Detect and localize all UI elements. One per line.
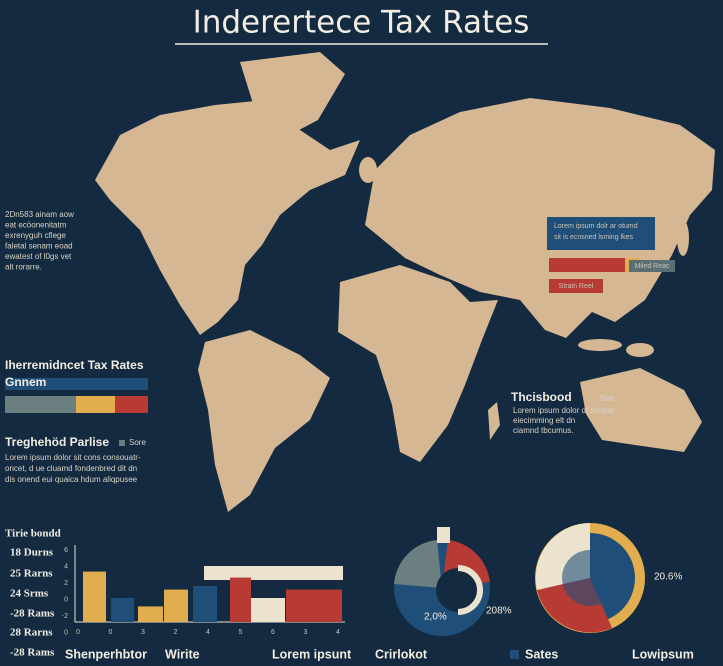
legend-line: Lorem ipsum dolor sit cons consouatr- <box>5 453 141 462</box>
legend-line: dis onend eui quaica hdum aliqpusee <box>5 475 138 484</box>
axis-label: 0 <box>64 629 68 636</box>
axis-label: 4 <box>64 563 68 570</box>
donut-label: 20.6% <box>654 572 682 583</box>
donut-2 <box>535 523 645 633</box>
callout-bar <box>549 258 625 272</box>
row-label: -28 Rams <box>10 608 55 620</box>
axis-label: 2 <box>64 580 68 587</box>
legend-swatch <box>589 396 596 403</box>
note-line: eat ecöonenitatm <box>5 221 67 230</box>
donut-label: 2,0% <box>424 612 447 623</box>
side-line: eiecimming elt dn <box>513 416 575 425</box>
x-label: 0 <box>109 629 113 636</box>
donut-label: 208% <box>486 606 512 617</box>
bar-band <box>204 566 343 580</box>
bar <box>251 598 285 622</box>
bar <box>230 577 251 622</box>
legend-label: Treghehöd Parlise <box>5 435 109 449</box>
legend-band <box>5 378 148 390</box>
legend-subtitle: Gnnem <box>5 375 46 389</box>
x-label: 4 <box>206 629 210 636</box>
donut-1 <box>394 527 490 636</box>
row-label: 25 Rarns <box>10 568 53 580</box>
x-label: 5 <box>239 629 243 636</box>
row-label: 28 Rarns <box>10 627 53 639</box>
row-label: 24 Srms <box>10 588 49 600</box>
axis-label: -2 <box>62 613 68 620</box>
side-title: Thcisbood <box>511 390 572 404</box>
footer-label: Lorem ipsunt <box>272 647 352 661</box>
x-label: 0 <box>76 629 80 636</box>
callout-badge <box>549 279 603 293</box>
callout-line: Lorem ipsum dolr ar otumd <box>554 223 638 230</box>
bar-title: Tirie bondd <box>5 528 61 540</box>
footer-label: Wirite <box>165 647 200 661</box>
side-line: ciamnd tbcumus. <box>513 426 573 435</box>
callout-line: sit is ecnsned lsming lkes <box>554 234 633 241</box>
legend-segment <box>115 396 148 413</box>
row-label: 18 Durns <box>10 547 54 559</box>
legend-segment <box>76 396 115 413</box>
footer-label: Crirlokot <box>375 647 428 661</box>
axis-label: 6 <box>64 547 68 554</box>
bar <box>164 589 188 622</box>
note-line: ewatest of l0gs vet <box>5 252 72 261</box>
footer-swatch <box>510 650 519 659</box>
x-label: 3 <box>304 629 308 636</box>
note-line: exrenyguh cflege <box>5 231 66 240</box>
bar <box>83 571 106 622</box>
legend-key: Sore <box>129 438 146 447</box>
x-label: 4 <box>336 629 340 636</box>
footer-label: Shenperhbtor <box>65 647 147 661</box>
side-line: Lorem ipsum dolor dt sorstsr <box>513 406 615 415</box>
footer-label: Lowipsum <box>632 647 694 661</box>
bar <box>193 586 217 622</box>
world-map <box>95 52 715 512</box>
legend-segment <box>5 396 76 413</box>
bar <box>286 589 342 622</box>
axis-label: 0 <box>64 596 68 603</box>
bar <box>138 606 163 622</box>
legend-swatch <box>119 440 125 446</box>
row-label: -28 Rams <box>10 647 55 659</box>
footer-label: Sates <box>525 647 558 661</box>
x-label: 2 <box>174 629 178 636</box>
callout-tag <box>629 260 675 272</box>
side-key: Sne <box>600 394 615 403</box>
x-label: 6 <box>271 629 275 636</box>
note-line: 2Dn583 ainam aow <box>5 210 74 219</box>
legend-title: Iherremidncet Tax Rates <box>5 358 144 372</box>
legend-line: oncet, d ue cluamd fondenbred dit dn <box>5 464 137 473</box>
note-line: faletal senam eoad <box>5 242 73 251</box>
callout-box <box>547 217 655 250</box>
x-label: 3 <box>141 629 145 636</box>
title: Inderertece Tax Rates <box>193 5 530 41</box>
callout-tag-text: Miled Reac <box>634 263 670 270</box>
callout-badge-text: Strain Reel <box>559 283 594 290</box>
note-line: alt rorarre. <box>5 263 42 272</box>
bar <box>111 598 134 622</box>
